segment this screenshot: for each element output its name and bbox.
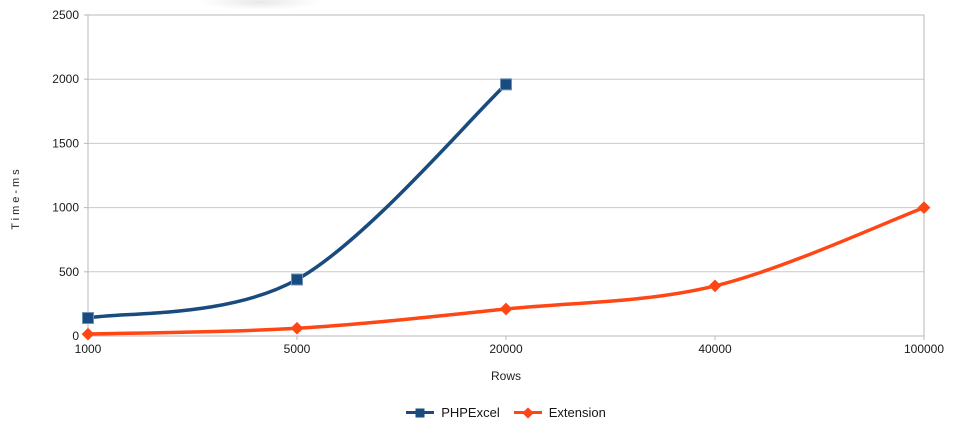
y-axis-title: Time-ms (10, 166, 22, 230)
data-point-phpexcel (291, 273, 303, 286)
legend-line-swatch (513, 406, 542, 419)
y-tick-label: 1000 (52, 201, 79, 215)
data-point-extension (917, 201, 931, 214)
legend-line-swatch (406, 408, 435, 417)
screenshot-artifact-shadow (200, 0, 320, 10)
data-point-phpexcel (500, 78, 512, 91)
x-tick-label: 1000 (75, 342, 102, 356)
x-tick-label: 40000 (698, 342, 732, 356)
legend-diamond-marker-icon (522, 406, 534, 419)
x-tick-label: 100000 (904, 342, 944, 356)
y-tick-label: 0 (72, 329, 79, 343)
legend-square-marker-icon (415, 408, 425, 417)
y-tick-label: 2500 (52, 8, 79, 22)
y-tick-label: 500 (59, 265, 79, 279)
legend: PHPExcel Extension (88, 405, 924, 420)
y-tick-label: 2000 (52, 72, 79, 86)
legend-item-phpexcel: PHPExcel (406, 405, 500, 420)
series-phpexcel-line (86, 82, 508, 320)
legend-item-extension: Extension (513, 405, 606, 420)
plot-frame (87, 14, 925, 337)
data-point-extension (499, 302, 513, 316)
x-tick-label: 5000 (284, 342, 311, 356)
data-point-extension (81, 327, 95, 341)
data-point-extension (708, 279, 722, 293)
data-point-phpexcel (82, 312, 94, 325)
legend-label: PHPExcel (441, 405, 500, 420)
y-tick-label: 1500 (52, 136, 79, 150)
legend-label: Extension (548, 405, 606, 420)
data-point-extension (290, 321, 304, 335)
x-tick-label: 20000 (489, 342, 523, 356)
x-axis-title: Rows (490, 369, 521, 383)
